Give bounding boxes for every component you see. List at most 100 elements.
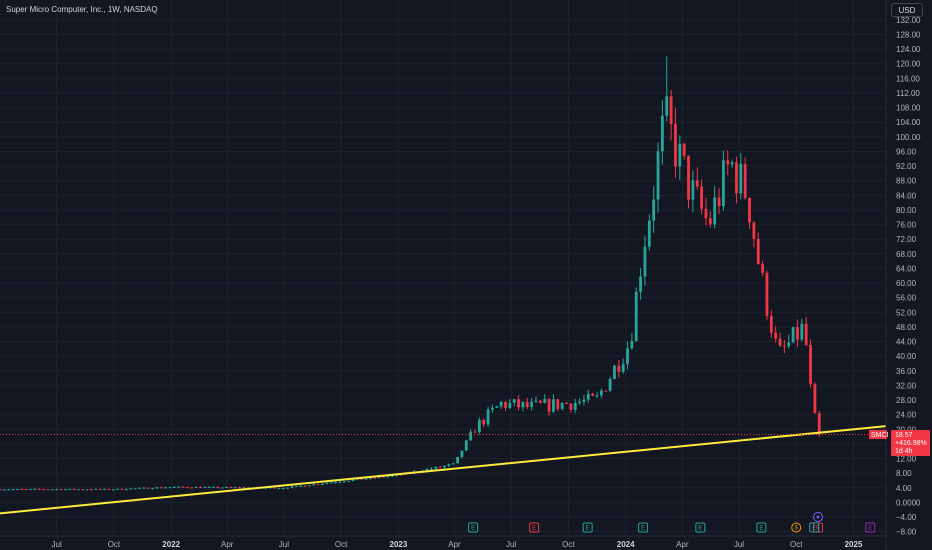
candle-body — [752, 222, 756, 239]
candle-body — [373, 477, 377, 479]
candle-body — [37, 488, 41, 490]
candle-body — [29, 488, 32, 490]
x-tick-label: Jul — [52, 540, 62, 549]
event-marker-label: S — [794, 526, 798, 532]
candle-body — [277, 488, 281, 490]
candle-body — [482, 419, 486, 425]
candle-body — [634, 291, 638, 342]
candle-body — [647, 220, 651, 247]
candle-body — [138, 487, 141, 489]
candle-body — [552, 399, 555, 412]
trendline-layer[interactable] — [0, 425, 887, 515]
candle-body — [124, 489, 128, 491]
candle-body — [613, 365, 616, 380]
candle-body — [586, 393, 590, 400]
candle-body — [521, 401, 525, 408]
candle-body — [133, 488, 137, 490]
x-tick-label: 2024 — [617, 540, 635, 549]
x-tick-label: 2022 — [162, 540, 180, 549]
price-tag-bg — [891, 430, 930, 457]
candle-body — [360, 478, 364, 480]
candle-body — [512, 399, 516, 403]
candle-body — [652, 199, 656, 221]
candle-body — [364, 478, 368, 480]
y-tick-label: 8.00 — [896, 469, 912, 478]
candle-body — [369, 477, 372, 479]
candle-body — [11, 489, 15, 491]
candle-body — [691, 180, 695, 200]
event-marker-label: E — [759, 526, 763, 532]
candle-body — [817, 413, 821, 435]
candle-body — [281, 488, 285, 490]
y-tick-label: 4.00 — [896, 484, 912, 493]
candle-body — [656, 151, 660, 200]
price-tag-price: 18.57 — [895, 432, 913, 439]
candle-body — [678, 143, 682, 167]
candle-body — [547, 399, 551, 412]
candle-body — [90, 489, 93, 491]
x-tick-label: Jul — [279, 540, 289, 549]
candle-body — [543, 399, 547, 404]
candle-body — [321, 483, 324, 485]
candle-body — [129, 488, 133, 490]
candle-body — [72, 488, 76, 490]
candle-body — [246, 487, 250, 489]
candle-body — [351, 479, 355, 481]
candle-body — [16, 488, 19, 490]
y-tick-label: 52.00 — [896, 308, 917, 317]
y-tick-label: 28.00 — [896, 396, 917, 405]
candle-body — [713, 197, 717, 225]
candle-body — [81, 489, 85, 491]
x-tick-label: Oct — [790, 540, 803, 549]
candle-body — [151, 488, 154, 490]
candle-body — [382, 476, 385, 478]
candle-body — [687, 155, 690, 200]
candle-body — [739, 163, 743, 194]
candle-body — [229, 487, 233, 489]
earnings-event-marker — [756, 522, 767, 533]
x-tick-label: Apr — [676, 540, 689, 549]
candle-body — [617, 365, 621, 372]
candle-body — [721, 160, 725, 207]
candle-body — [730, 162, 734, 165]
candle-body — [342, 481, 346, 483]
candle-body — [495, 406, 499, 408]
candle-body — [194, 486, 198, 488]
candle-body — [717, 197, 721, 207]
x-tick-label: Oct — [335, 540, 348, 549]
candle-body — [809, 344, 812, 385]
candle-body — [804, 323, 808, 345]
candle-body — [608, 379, 612, 391]
candle-body — [98, 488, 102, 490]
event-marker-label: E — [816, 526, 820, 532]
candle-body — [159, 487, 163, 489]
y-tick-label: 112.00 — [896, 89, 920, 98]
candle-body — [726, 160, 730, 165]
candle-body — [399, 474, 403, 476]
price-axis[interactable]: 132.00 128.00 124.00 120.00 116.00 112.00 108.… — [885, 0, 921, 550]
candle-body — [286, 487, 290, 489]
candle-body — [774, 332, 778, 339]
y-tick-label: −4.00 — [896, 513, 917, 522]
event-marker-label: E — [641, 526, 645, 532]
candle-body — [77, 489, 80, 491]
candle-body — [665, 96, 669, 116]
y-tick-label: −8.00 — [896, 528, 917, 537]
x-tick-label: Apr — [448, 540, 461, 549]
y-tick-label: 20.00 — [896, 425, 917, 434]
candle-body — [338, 481, 342, 483]
candle-body — [704, 208, 708, 219]
candle-body — [220, 487, 224, 489]
candle-body — [142, 487, 146, 489]
candle-body — [377, 476, 381, 478]
candle-body — [268, 487, 272, 489]
price-tag-symbol-bg — [869, 430, 887, 440]
time-axis[interactable]: Jul Oct 2022 Apr Jul Oct 2023 Apr Jul Oct 2024 Apr J… — [0, 535, 886, 549]
candle-body — [172, 486, 176, 488]
candle-body — [756, 238, 760, 265]
price-tag-symbol: SMCI — [871, 432, 889, 439]
candle-body — [569, 403, 573, 410]
candle-body — [538, 400, 542, 404]
currency-button[interactable]: USD — [891, 3, 923, 17]
